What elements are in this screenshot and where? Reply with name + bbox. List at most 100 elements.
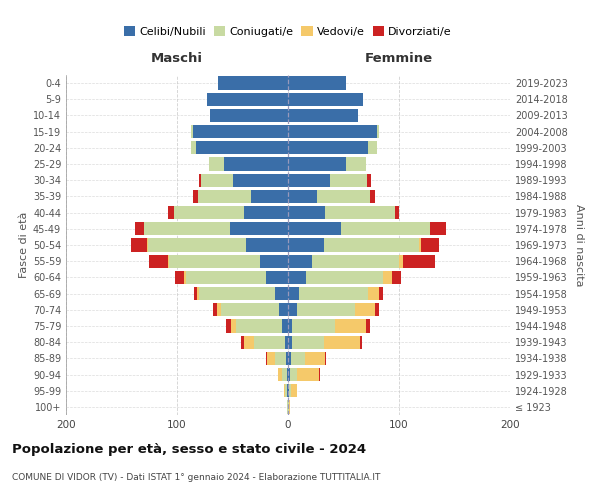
Bar [287,368,288,381]
Bar [288,158,346,170]
Bar [209,158,224,170]
Bar [325,206,395,220]
Bar [360,336,362,349]
Bar [323,238,419,252]
Bar [233,174,288,187]
Bar [341,222,430,235]
Bar [144,222,230,235]
Bar [148,238,246,252]
Bar [278,368,283,381]
Bar [198,190,251,203]
Bar [254,336,284,349]
Bar [288,254,313,268]
Bar [297,368,319,381]
Bar [193,190,198,203]
Bar [147,238,148,252]
Bar [211,109,288,122]
Bar [283,368,287,381]
Bar [292,384,297,398]
Bar [244,336,254,349]
Bar [191,141,196,154]
Bar [232,320,236,332]
Bar [330,174,367,187]
Bar [168,206,173,220]
Bar [266,270,288,284]
Legend: Celibi/Nubili, Coniugati/e, Vedovi/e, Divorziati/e: Celibi/Nubili, Coniugati/e, Vedovi/e, Di… [124,26,452,37]
Bar [284,336,288,349]
Text: Maschi: Maschi [151,52,203,65]
Bar [289,400,290,413]
Bar [335,320,366,332]
Bar [266,352,267,365]
Bar [184,270,186,284]
Bar [244,206,288,220]
Bar [403,254,434,268]
Bar [289,384,292,398]
Bar [287,384,288,398]
Bar [149,254,168,268]
Bar [131,238,147,252]
Bar [346,158,366,170]
Bar [221,303,279,316]
Bar [197,287,199,300]
Bar [288,352,292,365]
Bar [366,320,370,332]
Bar [288,320,292,332]
Bar [288,400,289,413]
Bar [288,92,364,106]
Text: Popolazione per età, sesso e stato civile - 2024: Popolazione per età, sesso e stato civil… [12,442,366,456]
Bar [212,303,217,316]
Bar [186,270,266,284]
Bar [288,336,292,349]
Bar [191,125,193,138]
Bar [218,76,288,90]
Bar [379,287,383,300]
Bar [288,238,323,252]
Text: COMUNE DI VIDOR (TV) - Dati ISTAT 1° gennaio 2024 - Elaborazione TUTTITALIA.IT: COMUNE DI VIDOR (TV) - Dati ISTAT 1° gen… [12,472,380,482]
Bar [275,287,288,300]
Bar [288,287,299,300]
Bar [267,352,275,365]
Bar [317,190,370,203]
Bar [194,287,197,300]
Y-axis label: Anni di nascita: Anni di nascita [574,204,584,286]
Bar [368,141,377,154]
Bar [288,206,325,220]
Bar [169,254,260,268]
Bar [288,303,297,316]
Bar [323,336,360,349]
Bar [193,125,288,138]
Bar [305,352,325,365]
Bar [383,270,392,284]
Bar [368,287,379,300]
Bar [367,174,371,187]
Bar [217,303,221,316]
Bar [288,174,330,187]
Text: Femmine: Femmine [365,52,433,65]
Bar [168,254,169,268]
Bar [224,158,288,170]
Bar [290,368,297,381]
Bar [279,303,288,316]
Bar [226,320,232,332]
Bar [246,238,288,252]
Bar [230,222,288,235]
Bar [288,190,317,203]
Bar [288,76,346,90]
Bar [199,174,202,187]
Bar [292,320,335,332]
Bar [319,368,320,381]
Bar [355,303,374,316]
Bar [430,222,446,235]
Bar [377,125,379,138]
Bar [260,254,288,268]
Bar [306,270,383,284]
Bar [288,125,377,138]
Bar [284,384,287,398]
Bar [419,238,421,252]
Bar [283,320,288,332]
Bar [288,368,290,381]
Bar [288,141,368,154]
Bar [173,206,244,220]
Bar [299,287,368,300]
